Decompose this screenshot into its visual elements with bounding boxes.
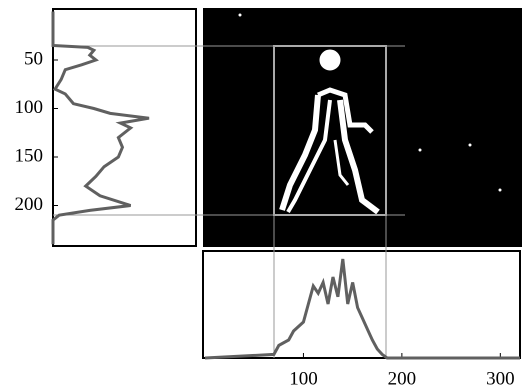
x-tick-label: 200 <box>388 368 417 389</box>
y-tick-label: 150 <box>15 145 44 166</box>
y-tick-label: 100 <box>15 97 44 118</box>
x-tick-label: 100 <box>289 368 318 389</box>
figure: 50 100 150 200 100 200 300 <box>0 0 522 392</box>
y-tick-label: 200 <box>15 194 44 215</box>
row-profile-panel <box>53 9 196 246</box>
column-profile-panel <box>203 251 520 358</box>
y-tick-label: 50 <box>24 48 43 69</box>
x-tick-label: 300 <box>486 368 515 389</box>
